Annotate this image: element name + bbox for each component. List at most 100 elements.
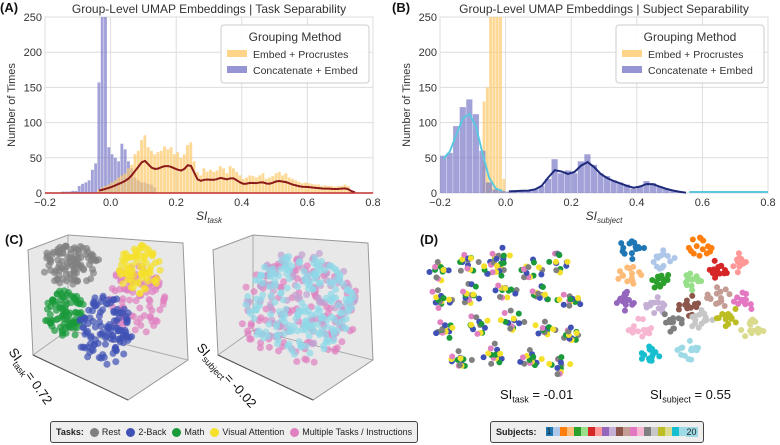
subject-cluster: [730, 298, 737, 305]
histogram-bar: [277, 171, 281, 193]
subject-cluster: [624, 278, 631, 285]
subject-cluster: [621, 307, 628, 314]
subject-cluster: [713, 300, 720, 307]
scatter-point: [47, 317, 55, 325]
task-cluster: [491, 340, 498, 347]
scatter-point: [101, 334, 109, 342]
subject-cluster: [629, 301, 636, 308]
subject-cluster: [648, 325, 655, 332]
x-tick-label: 0.8: [760, 197, 775, 209]
scatter-point: [113, 317, 121, 325]
histogram-bar: [156, 152, 160, 193]
histogram-bar: [97, 189, 101, 193]
scatter-point: [42, 317, 50, 325]
task-cluster: [539, 325, 546, 332]
subject-color-swatch: [552, 427, 560, 436]
subject-cluster: [738, 326, 745, 333]
task-cluster: [468, 357, 475, 363]
task-cluster: [560, 301, 567, 308]
task-cluster: [515, 310, 522, 317]
scatter-point: [70, 276, 78, 284]
subject-cluster: [675, 306, 682, 313]
scatter-point: [253, 330, 261, 338]
scatter-point: [149, 288, 157, 296]
subject-color-swatch: [559, 427, 567, 436]
subject-cluster: [760, 328, 767, 335]
subject-cluster: [693, 243, 700, 250]
task-legend-item: 2-Back: [138, 427, 167, 437]
subject-cluster: [654, 294, 661, 301]
task-cluster: [480, 354, 487, 361]
histogram-bar: [218, 166, 222, 193]
scatter-point: [339, 280, 347, 288]
histogram-bar: [149, 150, 153, 193]
task-cluster: [449, 324, 456, 331]
scatter-point: [85, 254, 93, 262]
histogram-bar: [492, 189, 499, 193]
subject-cluster: [721, 302, 728, 309]
scatter-point: [119, 339, 127, 347]
y-tick-label: 150: [24, 82, 42, 94]
task-cluster: [556, 252, 563, 259]
task-cluster: [493, 255, 500, 262]
task-cluster: [460, 288, 467, 295]
scatter-point: [47, 258, 55, 266]
scatter-point: [62, 242, 70, 250]
histogram-bar: [153, 154, 157, 193]
subject-cluster: [616, 268, 623, 275]
task-cluster: [468, 313, 475, 320]
y-tick-label: 200: [24, 47, 42, 59]
subject-color-swatch: [573, 427, 581, 436]
scatter-point: [273, 332, 281, 340]
histogram-bar: [558, 173, 565, 193]
task-cluster: [560, 291, 567, 298]
histogram-bar: [195, 171, 199, 193]
subject-cluster: [747, 327, 754, 334]
scatter-point: [128, 262, 136, 270]
subject-cluster: [714, 284, 721, 291]
subject-cluster: [628, 270, 635, 277]
scatter-point: [99, 306, 107, 314]
subject-cluster: [726, 291, 733, 298]
scatter-point: [59, 249, 67, 257]
subject-cluster: [689, 287, 696, 294]
histogram-bar: [291, 178, 294, 193]
panel-label-a: (A): [0, 0, 19, 15]
subject-color-swatch: [671, 427, 679, 436]
task-cluster: [481, 263, 488, 270]
histogram-bar: [94, 163, 98, 193]
scatter-point: [244, 327, 252, 335]
scatter-point: [161, 293, 169, 301]
scatter-point: [56, 266, 64, 274]
subject-cluster: [704, 291, 711, 298]
scatter-point: [112, 358, 120, 366]
si-subject-d: SIsubject = 0.55: [650, 387, 731, 405]
scatter-point: [331, 347, 339, 355]
histogram-bar: [584, 154, 591, 193]
x-tick-label: 0.0: [498, 197, 513, 209]
scatter-point: [126, 333, 134, 341]
histogram-bar: [617, 182, 624, 193]
subject-color-swatch: [643, 427, 651, 436]
subject-cluster: [658, 272, 665, 279]
histogram-bar: [604, 176, 611, 193]
task-cluster: [530, 353, 537, 360]
histogram-bar: [199, 175, 203, 193]
histogram-bar: [564, 170, 571, 193]
task-cluster: [512, 290, 519, 297]
scatter-point: [124, 316, 132, 324]
subject-cluster: [689, 292, 696, 299]
task-cluster: [507, 307, 514, 314]
histogram-bar: [238, 175, 242, 193]
scatter-point: [136, 244, 144, 252]
cube-axis: [217, 354, 314, 401]
scatter-point: [344, 307, 352, 315]
subject-cluster: [630, 323, 637, 330]
scatter-point: [304, 307, 312, 315]
x-tick-label: 0.2: [564, 197, 579, 209]
subject-cluster: [630, 263, 637, 270]
subject-color-swatch: [615, 427, 623, 436]
subject-cluster: [738, 256, 745, 263]
subject-cluster: [635, 315, 642, 322]
legend-swatch: [227, 50, 247, 57]
